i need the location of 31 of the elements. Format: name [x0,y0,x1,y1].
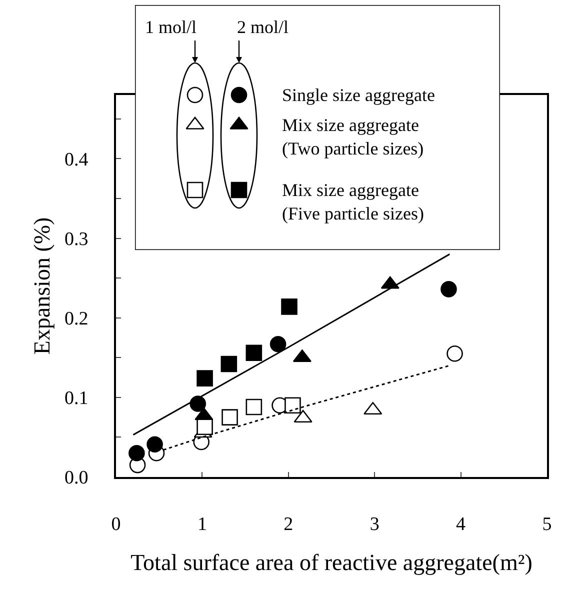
y-tick-label: 0.4 [64,149,89,170]
y-tick-label: 0.2 [64,308,88,330]
point [128,444,145,462]
y-tick-label: 0.1 [64,388,88,410]
point [196,370,213,386]
point [220,356,238,372]
x-tick-label: 5 [542,514,552,535]
x-tick-label: 4 [456,514,466,535]
point [446,346,463,362]
point [246,398,262,416]
legend-label: Mix size aggregate (Five particle sizes) [282,180,424,224]
x-tick-label: 0 [111,514,121,535]
text: 2 mol/l [237,17,289,37]
y-tick-label: 0.3 [64,228,88,250]
point [196,418,213,436]
text: 1 mol/l [145,17,197,37]
point [146,436,163,453]
y-axis-title: Expansion (%) [29,217,54,355]
x-tick-label: 1 [197,514,207,535]
x-tick-label: 2 [284,514,294,535]
point [246,344,262,361]
point [270,336,286,352]
point [440,281,457,298]
y-tick-label: 0.0 [64,468,88,489]
point [222,409,238,426]
legend-label: Mix size aggregate (Two particle sizes) [282,115,424,158]
legend-label: Single size aggregate [282,85,435,105]
x-axis-title: Total surface area of reactive aggregate(m²) [130,550,532,575]
x-tick-label: 3 [370,514,380,535]
point [284,397,301,414]
point [281,298,298,315]
